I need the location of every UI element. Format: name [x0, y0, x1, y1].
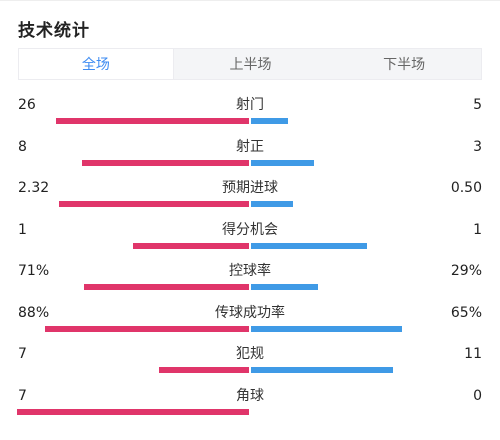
home-bar-track [17, 201, 249, 207]
away-bar [251, 201, 293, 207]
away-bar-track [251, 242, 483, 249]
away-value: 3 [473, 138, 482, 155]
stat-row-corners: 7 角球 0 [0, 387, 500, 429]
stat-row-fouls: 7 犯规 11 [0, 345, 500, 387]
home-bar-track [17, 159, 249, 166]
stat-row-big-chances: 1 得分机会 1 [0, 221, 500, 263]
stat-label: 射正 [236, 138, 264, 155]
home-bar [133, 242, 249, 249]
away-bar-track [251, 201, 483, 207]
home-bar [158, 367, 249, 373]
home-value: 7 [18, 387, 27, 404]
stats-list: 26 射门 5 8 射正 3 2.32 预期进球 0.50 1 得分机会 1 7… [0, 96, 500, 428]
away-bar-track [251, 409, 483, 415]
away-bar-track [251, 367, 483, 373]
away-value: 0 [473, 387, 482, 404]
home-bar-track [17, 242, 249, 249]
home-value: 71% [18, 263, 50, 279]
away-value: 29% [450, 263, 482, 279]
home-bar [81, 159, 249, 166]
home-value: 2.32 [18, 180, 50, 196]
stat-label: 预期进球 [222, 180, 278, 196]
home-bar-track [17, 118, 249, 124]
home-bar [58, 201, 249, 207]
home-value: 88% [18, 304, 50, 321]
home-bar-track [17, 325, 249, 332]
home-value: 1 [18, 221, 27, 238]
tab-full-match[interactable]: 全场 [18, 48, 174, 80]
stat-label: 控球率 [229, 263, 271, 279]
away-bar [251, 159, 314, 166]
away-bar [251, 118, 289, 124]
tab-first-half[interactable]: 上半场 [229, 57, 272, 73]
stat-label: 犯规 [236, 346, 264, 362]
away-value: 0.50 [450, 180, 482, 196]
home-bar-track [17, 408, 249, 415]
away-bar [251, 284, 319, 290]
home-bar-track [17, 367, 249, 373]
home-bar [44, 325, 249, 332]
stat-row-shots: 26 射门 5 [0, 96, 500, 138]
away-value: 65% [450, 304, 482, 321]
home-value: 7 [18, 346, 27, 362]
away-bar [251, 242, 367, 249]
home-bar [56, 118, 249, 124]
home-bar [17, 408, 249, 415]
stat-label: 传球成功率 [215, 304, 285, 321]
away-value: 5 [473, 97, 482, 113]
stat-label: 角球 [236, 387, 264, 404]
stat-label: 射门 [236, 97, 264, 113]
tab-second-half[interactable]: 下半场 [383, 57, 426, 73]
away-bar [251, 325, 402, 332]
stat-row-pass-accuracy: 88% 传球成功率 65% [0, 304, 500, 346]
away-value: 1 [473, 221, 482, 238]
home-value: 26 [18, 97, 36, 113]
stat-label: 得分机会 [222, 221, 278, 238]
top-divider [0, 0, 500, 1]
away-bar-track [251, 118, 483, 124]
home-bar-track [17, 284, 249, 290]
away-bar-track [251, 284, 483, 290]
period-tabs: 全场 上半场 下半场 [18, 48, 482, 80]
home-value: 8 [18, 138, 27, 155]
away-bar-track [251, 325, 483, 332]
page-title: 技术统计 [18, 21, 90, 41]
stat-row-shots-on-target: 8 射正 3 [0, 138, 500, 180]
home-bar [84, 284, 249, 290]
away-bar [251, 367, 393, 373]
stat-row-possession: 71% 控球率 29% [0, 262, 500, 304]
away-value: 11 [464, 346, 482, 362]
stat-row-expected-goals: 2.32 预期进球 0.50 [0, 179, 500, 221]
away-bar-track [251, 159, 483, 166]
